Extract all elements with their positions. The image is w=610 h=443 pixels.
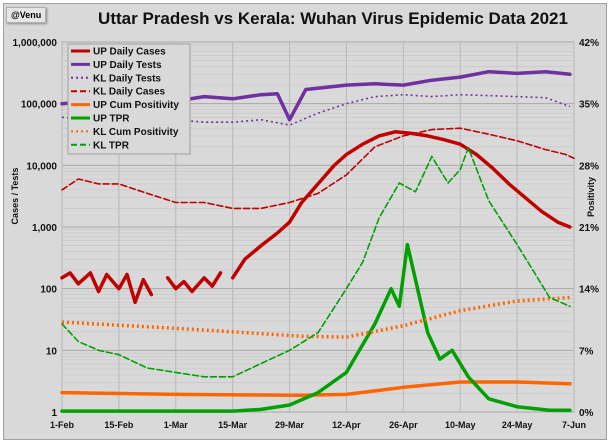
series-line-kl-daily-cases xyxy=(61,127,575,210)
y-tick-label: 100 xyxy=(40,285,57,296)
x-tick-label: 12-Apr xyxy=(332,420,361,430)
y2-tick-label: 35% xyxy=(579,100,599,111)
x-tick-label: 10-May xyxy=(445,420,476,430)
legend-label: UP TPR xyxy=(93,114,130,125)
legend-label: KL Cum Positivity xyxy=(93,127,179,138)
x-tick-label: 24-May xyxy=(502,420,533,430)
y2-tick-label: 7% xyxy=(579,346,594,357)
x-tick-label: 1-Mar xyxy=(164,420,189,430)
legend-label: UP Daily Tests xyxy=(93,60,162,71)
legend-label: KL Daily Cases xyxy=(93,87,166,98)
y-tick-label: 10 xyxy=(46,346,58,357)
y2-tick-label: 42% xyxy=(579,38,599,49)
series-line-up-daily-cases xyxy=(60,271,154,305)
x-tick-label: 1-Feb xyxy=(50,420,75,430)
chart-title: Uttar Pradesh vs Kerala: Wuhan Virus Epi… xyxy=(98,9,568,28)
x-tick-label: 26-Apr xyxy=(389,420,418,430)
y-tick-label: 1 xyxy=(51,408,57,419)
legend-box xyxy=(67,43,191,155)
x-tick-label: 29-Mar xyxy=(275,420,305,430)
x-tick-label: 15-Feb xyxy=(104,420,134,430)
x-tick-label: 7-Jun xyxy=(562,420,586,430)
legend-label: KL TPR xyxy=(93,140,130,151)
legend-label: UP Daily Cases xyxy=(93,47,166,58)
y-tick-label: 1,000 xyxy=(32,223,57,234)
series-line-up-tpr xyxy=(60,242,572,413)
series-line-kl-tpr xyxy=(61,146,571,378)
series-line-up-daily-cases xyxy=(230,130,572,280)
y-axis-label: Cases / Tests xyxy=(10,168,20,225)
y2-axis-label: Positivity xyxy=(586,177,596,217)
legend-label: UP Cum Positivity xyxy=(93,100,179,111)
legend-label: KL Daily Tests xyxy=(93,73,161,84)
y-tick-label: 1,000,000 xyxy=(13,38,58,49)
series-line-up-daily-cases xyxy=(165,271,223,294)
x-tick-label: 15-Mar xyxy=(218,420,248,430)
y-tick-label: 10,000 xyxy=(26,161,57,172)
y2-tick-label: 21% xyxy=(579,223,599,234)
y2-tick-label: 14% xyxy=(579,285,599,296)
y2-tick-label: 28% xyxy=(579,161,599,172)
y-tick-label: 100,000 xyxy=(21,100,58,111)
legend: UP Daily Cases UP Daily Tests KL Daily Tes… xyxy=(67,43,191,155)
series-line-up-cum-positivity xyxy=(60,380,572,398)
y2-tick-label: 0% xyxy=(579,408,594,419)
author-badge: @Venu xyxy=(6,7,47,23)
